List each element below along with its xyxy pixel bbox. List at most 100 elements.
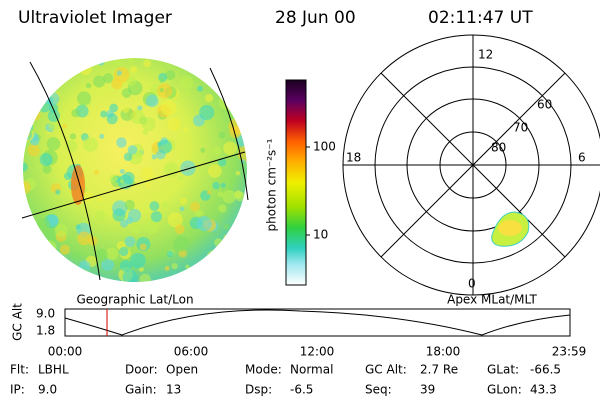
colorbar-tick-label: 100 (313, 140, 336, 154)
texture (120, 259, 132, 272)
lat-label: 70 (513, 121, 528, 135)
texture (151, 154, 157, 160)
texture (45, 91, 60, 106)
texture (222, 189, 236, 204)
time: 02:11:47 UT (428, 8, 533, 28)
texture (184, 91, 190, 97)
texture (196, 216, 212, 232)
date: 28 Jun 00 (275, 8, 356, 28)
texture (238, 95, 245, 101)
texture (73, 267, 81, 274)
texture (79, 268, 89, 278)
texture (83, 137, 98, 152)
texture (100, 110, 108, 118)
texture (178, 58, 184, 65)
texture (167, 58, 177, 64)
info-value: 43.3 (530, 383, 557, 397)
title: Ultraviolet Imager (18, 8, 172, 28)
texture (36, 104, 42, 111)
texture (231, 229, 247, 245)
texture (62, 123, 67, 129)
alt-curve (64, 309, 571, 336)
texture (85, 82, 92, 89)
texture (109, 174, 118, 183)
texture (126, 76, 137, 87)
texture (24, 131, 31, 138)
x-tick-label: 12:00 (300, 345, 335, 359)
texture (206, 190, 212, 195)
texture (48, 118, 61, 131)
texture (140, 166, 154, 181)
info-value: Open (166, 363, 198, 377)
info-label: Gain: (125, 383, 157, 397)
texture (116, 137, 127, 148)
texture (42, 240, 57, 255)
texture (37, 252, 43, 258)
texture (103, 73, 114, 84)
mlt-label: 12 (478, 48, 493, 62)
texture (62, 262, 74, 274)
texture (220, 182, 226, 188)
info-value: 39 (420, 383, 435, 397)
texture (141, 117, 156, 132)
texture (65, 140, 78, 153)
texture (143, 59, 152, 68)
texture (202, 271, 216, 282)
texture (179, 206, 185, 212)
texture (206, 267, 216, 277)
texture (199, 104, 215, 121)
texture (178, 175, 184, 181)
texture (165, 70, 176, 81)
texture (59, 244, 70, 255)
info-value: -6.5 (290, 383, 313, 397)
texture (119, 246, 129, 257)
texture (71, 251, 82, 261)
texture (149, 201, 160, 211)
texture (53, 58, 68, 66)
info-value: 2.7 Re (420, 363, 458, 377)
texture (195, 58, 206, 69)
texture (173, 235, 189, 252)
texture (229, 125, 242, 139)
texture (150, 211, 162, 223)
texture (239, 58, 245, 62)
texture (144, 182, 151, 188)
texture (167, 117, 181, 132)
texture (224, 244, 238, 258)
texture (122, 171, 135, 185)
colorbar-label: photon cm⁻²s⁻¹ (265, 138, 279, 231)
texture (130, 222, 142, 234)
info-label: GLat: (487, 363, 519, 377)
texture (169, 58, 177, 62)
texture (46, 137, 61, 151)
texture (97, 196, 103, 202)
texture (212, 181, 220, 190)
texture (27, 144, 40, 157)
texture (23, 180, 31, 194)
texture (213, 146, 222, 156)
texture (97, 58, 105, 66)
texture (111, 58, 123, 67)
texture (78, 260, 91, 273)
texture (106, 113, 118, 125)
texture (223, 141, 238, 156)
texture (164, 265, 170, 271)
x-tick-label: 23:59 (552, 345, 587, 359)
y-tick-label: 9.0 (36, 307, 55, 321)
texture (160, 100, 177, 116)
mlt-label: 0 (468, 277, 476, 291)
texture (47, 214, 59, 226)
texture (218, 204, 227, 213)
info-value: -66.5 (530, 363, 561, 377)
texture (23, 271, 30, 282)
texture (23, 110, 29, 116)
lat-label: 60 (537, 98, 552, 112)
texture (77, 231, 92, 246)
texture (122, 269, 138, 282)
texture (46, 58, 60, 68)
texture (179, 197, 188, 205)
texture (223, 234, 229, 240)
x-tick-label: 06:00 (174, 345, 209, 359)
texture (137, 105, 143, 111)
